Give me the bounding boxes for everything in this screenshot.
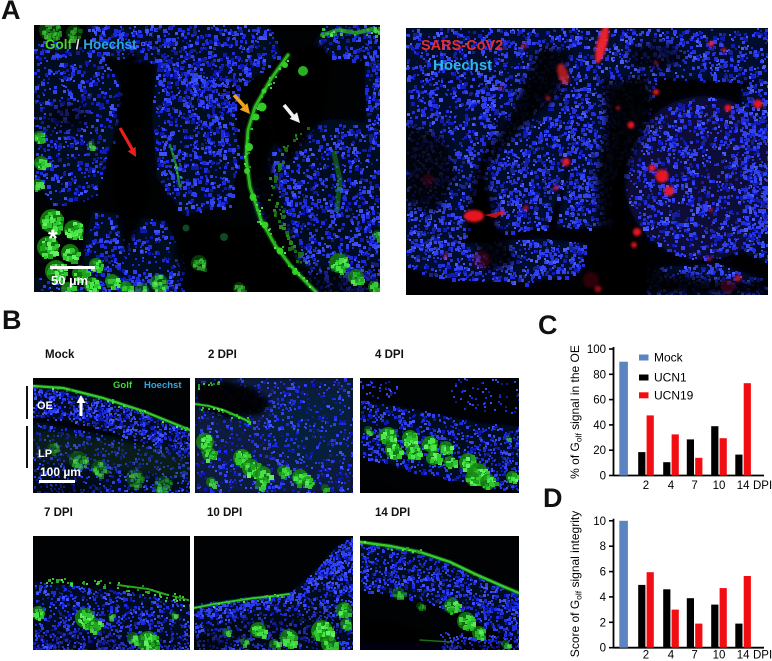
- svg-text:4: 4: [668, 650, 675, 661]
- svg-text:Mock: Mock: [654, 351, 684, 365]
- svg-text:4: 4: [600, 592, 607, 604]
- svg-text:DPI: DPI: [753, 480, 772, 492]
- svg-text:6: 6: [600, 567, 606, 579]
- svg-text:80: 80: [593, 369, 606, 381]
- svg-text:Score of Golf signal integrity: Score of Golf signal integrity: [568, 511, 584, 657]
- svg-text:7: 7: [691, 650, 697, 661]
- svg-text:7: 7: [691, 480, 697, 492]
- svg-text:10: 10: [713, 650, 726, 661]
- svg-text:14: 14: [737, 650, 750, 661]
- svg-text:50 µm: 50 µm: [51, 273, 88, 288]
- svg-text:14: 14: [737, 480, 750, 492]
- svg-text:DPI: DPI: [753, 650, 772, 661]
- svg-text:0: 0: [600, 471, 606, 483]
- svg-text:OE: OE: [37, 400, 53, 412]
- svg-text:8: 8: [600, 541, 606, 553]
- svg-text:20: 20: [593, 445, 606, 457]
- svg-text:Hoechst: Hoechst: [433, 57, 492, 74]
- svg-text:*: *: [48, 225, 58, 253]
- svg-text:100 µm: 100 µm: [40, 465, 81, 479]
- svg-text:UCN19: UCN19: [654, 388, 694, 402]
- svg-text:SARS-CoV2: SARS-CoV2: [421, 38, 503, 54]
- svg-text:60: 60: [593, 395, 606, 407]
- svg-text:40: 40: [593, 420, 606, 432]
- svg-text:% of Golf signal in the OE: % of Golf signal in the OE: [568, 345, 584, 479]
- svg-text:Golf / Hoechst: Golf / Hoechst: [45, 37, 137, 52]
- svg-text:2: 2: [600, 617, 606, 629]
- svg-text:2: 2: [643, 480, 649, 492]
- svg-text:UCN1: UCN1: [654, 371, 687, 385]
- svg-text:0: 0: [600, 643, 606, 655]
- svg-text:4: 4: [668, 480, 675, 492]
- svg-text:Hoechst: Hoechst: [144, 380, 182, 391]
- svg-text:2: 2: [643, 650, 649, 661]
- svg-text:10: 10: [713, 480, 726, 492]
- svg-text:LP: LP: [38, 448, 52, 460]
- svg-text:10: 10: [593, 516, 606, 528]
- svg-text:100: 100: [587, 344, 606, 356]
- svg-text:Golf: Golf: [113, 380, 133, 391]
